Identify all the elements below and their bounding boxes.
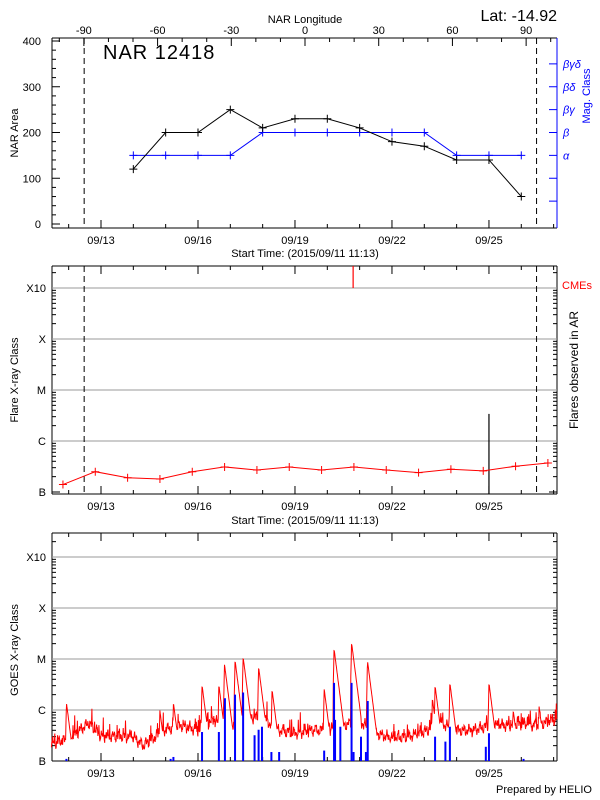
mag-class-axis-title: Mag. Class xyxy=(581,68,593,124)
mag-class-point xyxy=(420,128,429,137)
nar-area-point xyxy=(517,192,526,201)
p1-longitude-tick-label: 30 xyxy=(373,25,385,37)
flares-observed-axis-title: Flares observed in AR xyxy=(567,311,581,429)
nar-area-point xyxy=(258,123,267,132)
flare-class-point xyxy=(58,480,67,489)
p1-x-tick-label: 09/25 xyxy=(475,235,503,247)
mag-class-point xyxy=(517,151,526,160)
p2-y-tick-label: X10 xyxy=(26,283,46,295)
p1-longitude-tick-label: 0 xyxy=(302,25,308,37)
p1-longitude-tick-label: 60 xyxy=(446,25,458,37)
p1-x-tick-label: 09/16 xyxy=(184,235,212,247)
p1-x-tick-label: 09/22 xyxy=(378,235,406,247)
flare-class-point xyxy=(414,468,423,477)
p1-x-tick-label: 09/13 xyxy=(87,235,115,247)
flare-class-point xyxy=(317,466,326,474)
p1-y-tick-label: 100 xyxy=(23,173,41,185)
flare-class-point xyxy=(91,467,100,476)
flare-class-point xyxy=(285,462,294,471)
region-title: NAR 12418 xyxy=(103,42,215,64)
p1-longitude-tick-label: 90 xyxy=(520,25,532,37)
p3-x-tick-label: 09/25 xyxy=(475,768,503,780)
mag-class-point xyxy=(129,151,138,160)
nar-area-point xyxy=(129,165,138,174)
p2-y-tick-label: M xyxy=(37,385,46,397)
p1-longitude-tick-label: -30 xyxy=(223,25,239,37)
mag-class-point xyxy=(290,128,299,137)
flare-class-line xyxy=(62,462,548,486)
p1-y-tick-label: 300 xyxy=(23,82,41,94)
mag-class-point xyxy=(161,151,170,160)
p2-x-tick-label: 09/19 xyxy=(281,501,309,513)
flare-class-point xyxy=(123,473,132,482)
nar-area-point xyxy=(420,142,429,151)
p2-x-tick-label: 09/16 xyxy=(184,501,212,513)
start-time-label-1: Start Time: (2015/09/11 11:13) xyxy=(231,248,379,260)
p1-y-tick-label: 200 xyxy=(23,128,41,140)
p1-longitude-tick-label: -60 xyxy=(150,25,166,37)
p2-x-tick-label: 09/25 xyxy=(475,501,503,513)
p2-y-tick-label: B xyxy=(39,487,46,499)
nar-area-point xyxy=(355,123,364,132)
nar-area-point xyxy=(387,137,396,146)
p2-y-tick-label: X xyxy=(39,334,47,346)
p2-x-tick-label: 09/22 xyxy=(378,501,406,513)
nar-area-point xyxy=(226,105,235,114)
mag-class-point xyxy=(226,151,235,160)
goes-class-axis-title: GOES X-ray Class xyxy=(9,604,21,696)
flare-class-point xyxy=(349,462,358,471)
p1-mag-class-tick-label: βγδ xyxy=(562,59,582,71)
nar-area-axis-title: NAR Area xyxy=(9,108,21,158)
flare-class-point xyxy=(446,465,455,474)
latitude-label: Lat: -14.92 xyxy=(481,8,558,25)
flare-class-point xyxy=(479,466,488,475)
mag-class-point xyxy=(323,128,332,137)
chart-marks: 09/13 09/16 09/19 09/22 09/250100200300400-9… xyxy=(23,25,582,780)
start-time-label-2: Start Time: (2015/09/11 11:13) xyxy=(231,515,379,527)
nar-area-point xyxy=(193,128,202,137)
p3-x-tick-label: 09/19 xyxy=(281,768,309,780)
p1-longitude-tick-label: -90 xyxy=(76,25,92,37)
p1-y-tick-label: 400 xyxy=(23,36,41,48)
p3-x-tick-label: 09/22 xyxy=(378,768,406,780)
p1-mag-class-tick-label: βδ xyxy=(562,82,576,94)
nar-area-point xyxy=(452,155,461,164)
flare-class-point xyxy=(220,462,229,471)
flare-class-point xyxy=(511,462,520,471)
nar-area-point xyxy=(484,155,493,164)
flare-class-point xyxy=(382,466,391,474)
flare-class-point xyxy=(543,459,552,468)
p3-y-tick-label: M xyxy=(37,654,46,666)
p3-y-tick-label: C xyxy=(38,705,46,717)
p3-y-tick-label: X10 xyxy=(26,552,46,564)
cmes-label: CMEs xyxy=(562,280,592,292)
prepared-by-footer: Prepared by HELIO xyxy=(496,784,592,796)
nar-area-point xyxy=(290,114,299,123)
mag-class-point xyxy=(387,128,396,137)
p3-x-tick-label: 09/13 xyxy=(87,768,115,780)
nar-area-point xyxy=(323,114,332,123)
nar-area-point xyxy=(161,128,170,137)
p2-y-tick-label: C xyxy=(38,436,46,448)
longitude-axis-title: NAR Longitude xyxy=(268,14,343,26)
p1-y-tick-label: 0 xyxy=(35,219,41,231)
goes-flux-line xyxy=(50,643,558,750)
p1-mag-class-tick-label: βγ xyxy=(562,105,576,117)
mag-class-point xyxy=(193,151,202,160)
flare-class-point xyxy=(155,474,164,483)
flare-class-point xyxy=(252,466,261,474)
p1-mag-class-tick-label: α xyxy=(563,150,570,162)
p1-x-tick-label: 09/19 xyxy=(281,235,309,247)
p3-x-tick-label: 09/16 xyxy=(184,768,212,780)
p1-mag-class-tick-label: β xyxy=(562,128,570,140)
p2-x-tick-label: 09/13 xyxy=(87,501,115,513)
p3-y-tick-label: B xyxy=(39,756,46,768)
flare-class-point xyxy=(188,467,197,476)
p3-y-tick-label: X xyxy=(39,603,47,615)
flare-class-axis-title: Flare X-ray Class xyxy=(9,337,21,422)
